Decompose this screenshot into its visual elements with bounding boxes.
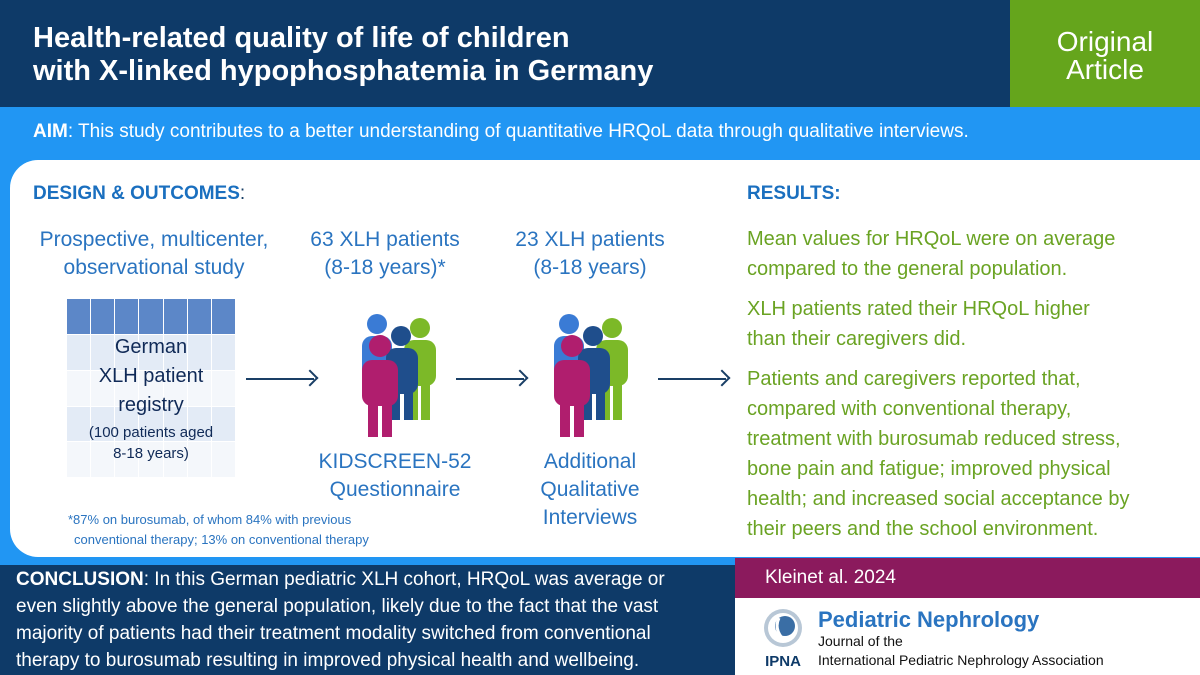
citation-badge: Kleinet al. 2024: [735, 558, 1200, 598]
page-title-line1: Health-related quality of life of childr…: [33, 22, 570, 54]
arrow-right-icon: [456, 378, 524, 380]
aim-label: AIM: [33, 121, 68, 142]
article-type-line1: Original: [1056, 26, 1154, 57]
footnote: *87% on burosumab, of whom 84% with prev…: [68, 512, 369, 547]
journal-name: Pediatric Nephrology: [818, 607, 1040, 632]
registry-table-graphic: [65, 298, 237, 478]
ipna-globe-icon: IPNA: [764, 609, 802, 670]
conclusion-box: CONCLUSION: In this German pediatric XLH…: [0, 565, 735, 675]
ipna-logo-text: IPNA: [765, 653, 801, 670]
journal-subtitle-line1: Journal of the: [818, 633, 903, 649]
aim-text: : This study contributes to a better und…: [67, 121, 969, 142]
result-item: Patients and caregivers reported that, c…: [747, 368, 1130, 540]
step2-caption: KIDSCREEN-52 Questionnaire: [318, 450, 472, 501]
people-group-icon: [554, 314, 628, 437]
arrow-right-icon: [658, 378, 726, 380]
page-title-line2: with X-linked hypophosphatemia in German…: [33, 55, 654, 87]
registry-label: German XLH patient registry (100 patient…: [88, 336, 214, 462]
step2-patients-label: 63 XLH patients (8-18 years)*: [310, 228, 460, 279]
header-banner: [0, 0, 1200, 107]
conclusion-label: CONCLUSION: [16, 569, 144, 590]
step3-patients-label: 23 XLH patients (8-18 years): [515, 228, 665, 279]
article-type-badge: Original Article: [1010, 0, 1200, 107]
result-item: XLH patients rated their HRQoL higher th…: [747, 298, 1090, 350]
design-outcomes-title: DESIGN & OUTCOMES:: [33, 183, 246, 204]
aim-statement: AIM: This study contributes to a better …: [33, 121, 1193, 143]
result-item: Mean values for HRQoL were on average co…: [747, 228, 1116, 280]
results-title: RESULTS:: [747, 183, 841, 204]
step3-caption: Additional Qualitative Interviews: [540, 450, 640, 529]
people-group-icon: [362, 314, 436, 437]
journal-subtitle-line2: International Pediatric Nephrology Assoc…: [818, 652, 1104, 668]
article-type-line2: Article: [1066, 54, 1144, 85]
study-type-label: Prospective, multicenter, observational …: [39, 228, 269, 279]
arrow-right-icon: [246, 378, 314, 380]
